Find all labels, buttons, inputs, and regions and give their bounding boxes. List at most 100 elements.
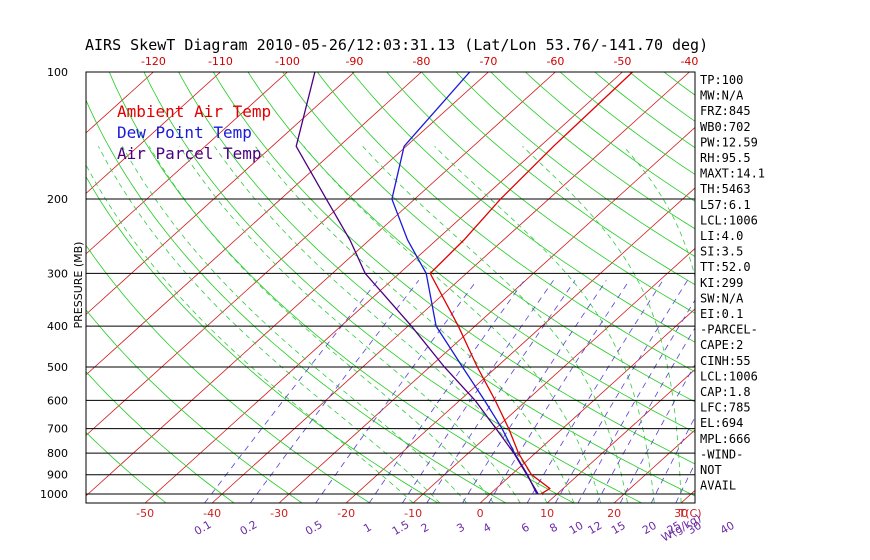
pressure-tick-label: 500: [47, 361, 68, 374]
mixing-ratio-tick-label: 0.2: [238, 518, 260, 538]
bottom-temp-tick-label: -20: [337, 507, 355, 520]
stat-item: TP:100: [700, 73, 743, 87]
stat-item: SI:3.5: [700, 245, 743, 259]
dry-adiabat-line: [768, 72, 870, 503]
stat-item: TT:52.0: [700, 260, 751, 274]
top-temp-tick-label: -100: [275, 55, 300, 68]
parcel-temp-profile: [295, 72, 539, 495]
top-temp-tick-label: -40: [680, 55, 698, 68]
stat-item: TH:5463: [700, 182, 751, 196]
stat-item: -WIND-: [700, 447, 743, 461]
bottom-temp-tick-label: -40: [203, 507, 221, 520]
dry-adiabat-line: [559, 72, 695, 175]
mixing-ratio-line: [249, 280, 420, 503]
mixing-ratio-line: [315, 280, 478, 503]
dry-adiabat-line: [86, 99, 506, 503]
isotherm-line: [613, 429, 695, 503]
pressure-tick-label: 900: [47, 469, 68, 482]
chart-title: AIRS SkewT Diagram 2010-05-26/12:03:31.1…: [85, 36, 708, 54]
mixing-ratio-tick-label: 1.5: [390, 518, 412, 538]
stat-item: PW:12.59: [700, 135, 758, 149]
stat-item: LFC:785: [700, 401, 751, 415]
isotherm-line: [479, 308, 695, 503]
moist-adiabat-line: [122, 146, 467, 503]
isotherm-line: [546, 368, 695, 503]
dry-adiabat-line: [838, 72, 870, 503]
dry-adiabat-line: [247, 72, 695, 434]
dry-adiabat-line: [455, 72, 695, 257]
plot-frame: [85, 71, 696, 504]
dry-adiabat-line: [386, 72, 695, 314]
mixing-ratio-line: [368, 280, 525, 503]
x-axis-temp-label: T(C): [678, 507, 702, 520]
mixing-ratio-line: [204, 280, 379, 503]
isotherm-line: [211, 72, 690, 503]
dry-adiabat-line: [212, 72, 695, 465]
mixing-ratio-tick-label: 10: [567, 519, 586, 537]
dry-adiabat-line: [108, 72, 574, 503]
bottom-temp-tick-label: 10: [540, 507, 554, 520]
moist-adiabat-line: [362, 146, 628, 503]
mixing-ratio-tick-label: 15: [609, 519, 628, 537]
dry-adiabat-line: [86, 371, 235, 503]
isotherm-line: [144, 72, 623, 503]
pressure-tick-label: 800: [47, 447, 68, 460]
y-axis-label: PRESSURE (MB): [72, 242, 85, 329]
dry-adiabat-line: [282, 72, 695, 403]
moist-adiabat-line: [179, 146, 521, 503]
stat-item: LCL:1006: [700, 369, 758, 383]
dry-adiabat-line: [178, 72, 695, 497]
isotherm-line: [345, 187, 695, 503]
isotherm-line: [86, 72, 556, 497]
stat-item: AVAIL: [700, 479, 736, 493]
top-temp-tick-label: -80: [412, 55, 430, 68]
mixing-ratio-tick-label: 0.1: [192, 518, 214, 538]
bottom-temp-tick-label: 30: [674, 507, 688, 520]
mixing-ratio-tick-label: 8: [547, 521, 560, 536]
stat-item: SW:N/A: [700, 291, 744, 305]
isotherm-line: [815, 72, 870, 503]
isotherm-line: [278, 126, 695, 503]
top-temp-tick-label: -50: [613, 55, 631, 68]
stat-item: KI:299: [700, 276, 743, 290]
dry-adiabat-line: [490, 72, 695, 230]
pressure-tick-label: 200: [47, 193, 68, 206]
moist-adiabat-line: [522, 146, 682, 503]
sounding-profiles: [295, 72, 633, 495]
stat-item: LI:4.0: [700, 229, 743, 243]
bottom-temp-tick-label: 0: [477, 507, 484, 520]
mixing-ratio-tick-label: 2: [419, 521, 432, 536]
top-temp-tick-label: -110: [208, 55, 233, 68]
isotherm-line: [86, 72, 489, 436]
legend-parcel: Air Parcel Temp: [117, 144, 262, 163]
pressure-tick-label: 1000: [40, 488, 68, 501]
bottom-temp-tick-label: -50: [136, 507, 154, 520]
stat-item: MAXT:14.1: [700, 167, 765, 181]
stat-item: L57:6.1: [700, 198, 751, 212]
mixing-ratio-line: [462, 280, 607, 503]
mixing-ratio-tick-label: 0.5: [303, 518, 325, 538]
moist-adiabat-line: [214, 146, 548, 503]
dewpoint-profile: [391, 72, 538, 495]
pressure-tick-label: 700: [47, 423, 68, 436]
moist-adiabat-line: [86, 164, 414, 503]
dry-adiabat-line: [594, 72, 695, 149]
ambient-temp-profile: [429, 72, 633, 495]
bottom-temp-tick-label: -30: [270, 507, 288, 520]
mixing-ratio-tick-label: 12: [586, 519, 605, 537]
moist-adiabat-line: [762, 146, 798, 503]
stat-item: MPL:666: [700, 432, 751, 446]
pressure-tick-label: 600: [47, 394, 68, 407]
top-temp-tick-label: -120: [141, 55, 166, 68]
stat-item: FRZ:845: [700, 104, 751, 118]
mixing-ratio-tick-label: 3: [454, 521, 467, 536]
moist-adiabat-line: [254, 146, 575, 503]
dry-adiabat-line: [351, 72, 695, 343]
mixing-ratio-line: [402, 280, 554, 503]
stat-item: CAPE:2: [700, 338, 743, 352]
mixing-ratio-tick-label: 1: [361, 521, 374, 536]
isotherm-line: [86, 72, 221, 194]
pressure-tick-label: 100: [47, 66, 68, 79]
